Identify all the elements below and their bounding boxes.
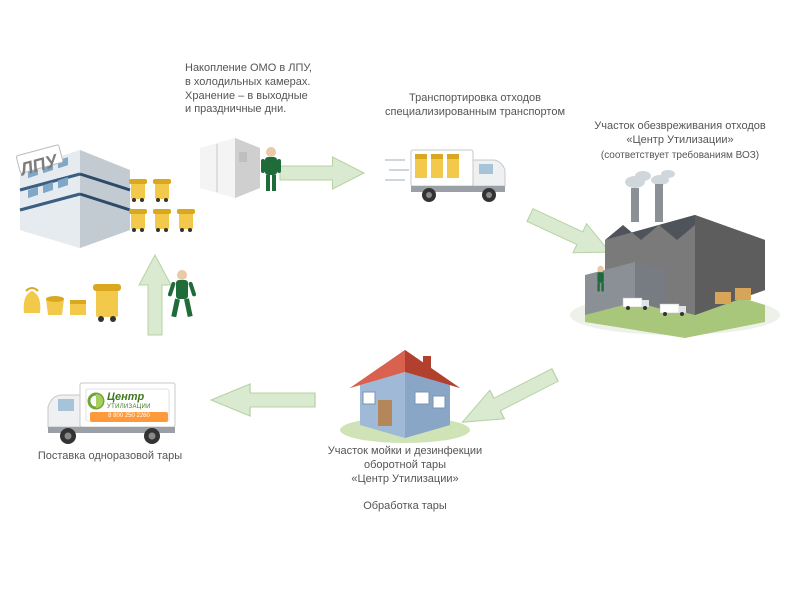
cold-room-icon — [195, 130, 265, 200]
factory — [565, 170, 785, 340]
truck-logo-brand-sub: УТИЛИЗАЦИИ — [107, 404, 169, 412]
worker-icon — [258, 145, 284, 197]
lpu-building-icon — [10, 130, 140, 250]
supply-truck: Центр УТИЛИЗАЦИИ 8 800 250 2260 — [40, 375, 185, 450]
wash-house-icon — [335, 330, 475, 445]
lpu-building: ЛПУ — [10, 130, 140, 250]
diagram-stage: Накопление ОМО в ЛПУ,в холодильных камер… — [0, 0, 800, 600]
truck-logo-brand: Центр — [107, 391, 169, 405]
transport-truck-icon — [385, 140, 515, 210]
worker-walking-icon — [168, 268, 198, 326]
truck-logo-phone: 8 800 250 2260 — [90, 412, 168, 422]
disposable-tare-icon — [18, 275, 138, 330]
waste-bins-icon — [128, 175, 198, 255]
factory-icon — [565, 170, 785, 340]
